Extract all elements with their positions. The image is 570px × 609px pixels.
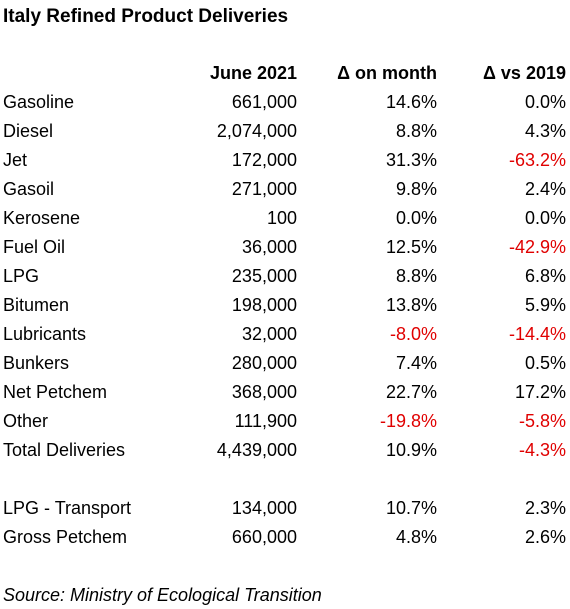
row-label: Other [3, 411, 49, 431]
cell: 9.8% [395, 179, 437, 199]
cell: -5.8% [518, 411, 566, 431]
source-note: Source: Ministry of Ecological Transitio… [3, 585, 322, 605]
cell: 0.0% [524, 208, 566, 228]
cell: 31.3% [385, 150, 437, 170]
column-header: Δ on month [337, 63, 437, 83]
cell: 36,000 [241, 237, 297, 257]
cell: 0.0% [395, 208, 437, 228]
row-label: Lubricants [3, 324, 87, 344]
cell: -8.0% [389, 324, 437, 344]
cell: 4,439,000 [216, 440, 297, 460]
column-header: Δ vs 2019 [482, 63, 566, 83]
cell: 280,000 [231, 353, 297, 373]
cell: 134,000 [231, 498, 297, 518]
cell: 271,000 [231, 179, 297, 199]
cell: 368,000 [231, 382, 297, 402]
cell: 661,000 [231, 92, 297, 112]
cell: 235,000 [231, 266, 297, 286]
cell: 0.0% [524, 92, 566, 112]
cell: 660,000 [231, 527, 297, 547]
cell: -19.8% [379, 411, 437, 431]
row-label: Bitumen [3, 295, 70, 315]
cell: 2.4% [524, 179, 566, 199]
cell: -4.3% [518, 440, 566, 460]
cell: -14.4% [508, 324, 566, 344]
cell: 4.3% [524, 121, 566, 141]
cell: 5.9% [524, 295, 566, 315]
row-label: LPG [3, 266, 40, 286]
cell: 198,000 [231, 295, 297, 315]
cell: 10.9% [385, 440, 437, 460]
row-label: Kerosene [3, 208, 81, 228]
cell: 7.4% [395, 353, 437, 373]
row-label: Gross Petchem [3, 527, 128, 547]
row-label: Fuel Oil [3, 237, 66, 257]
cell: 8.8% [395, 121, 437, 141]
cell: 4.8% [395, 527, 437, 547]
cell: 10.7% [385, 498, 437, 518]
cell: 100 [266, 208, 297, 228]
cell: 14.6% [385, 92, 437, 112]
cell: 13.8% [385, 295, 437, 315]
column-header: June 2021 [209, 63, 297, 83]
cell: -63.2% [508, 150, 566, 170]
cell: 8.8% [395, 266, 437, 286]
row-label: LPG - Transport [3, 498, 132, 518]
table-title: Italy Refined Product Deliveries [3, 6, 289, 27]
cell: 0.5% [524, 353, 566, 373]
row-label: Jet [3, 150, 28, 170]
cell: 2.6% [524, 527, 566, 547]
row-label: Net Petchem [3, 382, 108, 402]
row-label: Total Deliveries [3, 440, 126, 460]
cell: 32,000 [241, 324, 297, 344]
cell: 172,000 [231, 150, 297, 170]
row-label: Gasoline [3, 92, 75, 112]
row-label: Bunkers [3, 353, 70, 373]
cell: 17.2% [514, 382, 566, 402]
cell: 2,074,000 [216, 121, 297, 141]
cell: 6.8% [524, 266, 566, 286]
row-label: Gasoil [3, 179, 55, 199]
cell: 12.5% [385, 237, 437, 257]
row-label: Diesel [3, 121, 54, 141]
cell: 22.7% [385, 382, 437, 402]
cell: -42.9% [508, 237, 566, 257]
cell: 2.3% [524, 498, 566, 518]
cell: 111,900 [234, 411, 297, 431]
